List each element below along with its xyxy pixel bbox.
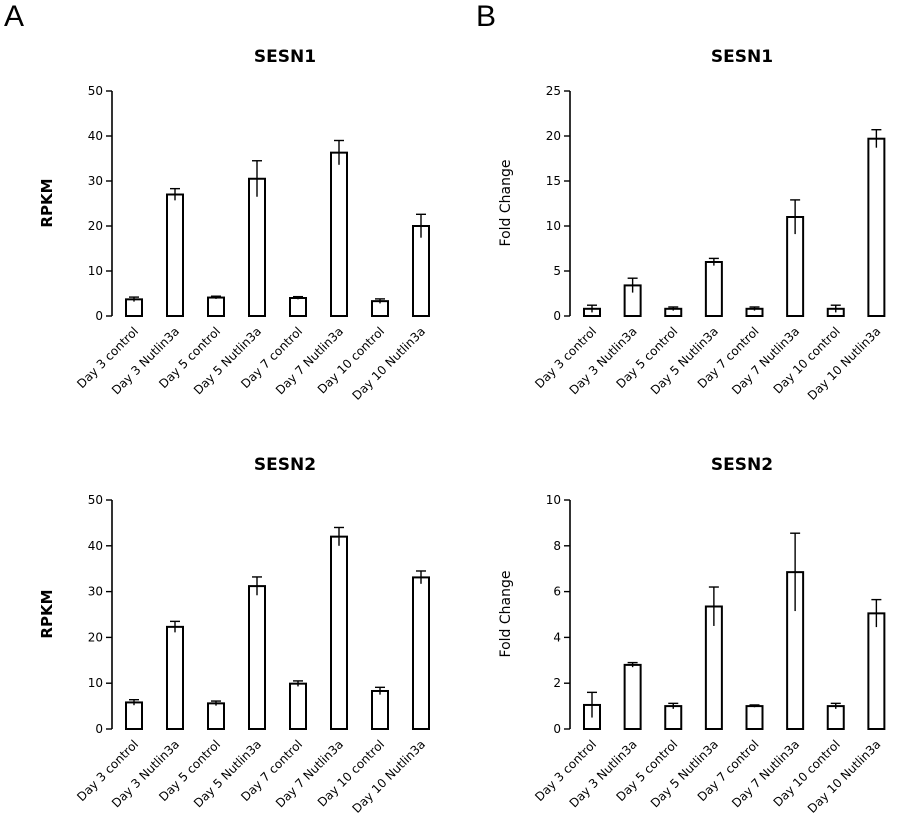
bar — [412, 576, 430, 730]
y-tick-label: 10 — [88, 676, 103, 690]
category-label: Day 10 Nutlin3a — [805, 737, 884, 816]
y-tick-label: 20 — [546, 129, 561, 143]
bar — [330, 151, 348, 317]
y-axis-label: Fold Change — [498, 160, 514, 247]
y-tick-label: 40 — [88, 129, 103, 143]
y-tick-label: 8 — [553, 539, 561, 553]
y-tick-label: 20 — [88, 219, 103, 233]
chart-title: SESN2 — [711, 455, 773, 475]
bar — [826, 705, 845, 730]
y-tick-label: 10 — [546, 493, 561, 507]
y-axis-label: Fold Change — [498, 571, 514, 658]
y-tick-label: 0 — [553, 722, 561, 736]
bar — [704, 261, 723, 317]
chart-title: SESN1 — [711, 47, 773, 67]
chart-title: SESN2 — [254, 455, 316, 475]
y-tick-label: 25 — [546, 84, 561, 98]
bar — [412, 225, 430, 317]
category-label: Day 10 Nutlin3a — [350, 737, 429, 816]
bar — [248, 585, 266, 730]
bar — [664, 705, 683, 730]
y-tick-label: 0 — [95, 309, 103, 323]
bar — [207, 702, 225, 730]
bar — [289, 297, 307, 317]
bar — [623, 663, 642, 731]
y-tick-label: 50 — [88, 84, 103, 98]
y-axis-label: RPKM — [38, 589, 56, 638]
y-tick-label: 10 — [88, 264, 103, 278]
category-label: Day 10 Nutlin3a — [805, 324, 884, 403]
y-tick-label: 20 — [88, 630, 103, 644]
chart-title: SESN1 — [254, 47, 316, 67]
bar — [371, 689, 389, 731]
y-tick-label: 4 — [553, 630, 561, 644]
bar — [248, 177, 266, 317]
bar — [125, 298, 143, 318]
panel-label-b: B — [476, 0, 497, 33]
bar — [745, 705, 764, 730]
y-tick-label: 40 — [88, 539, 103, 553]
bar — [330, 535, 348, 731]
bar — [166, 193, 184, 317]
bar — [867, 612, 886, 730]
y-tick-label: 30 — [88, 174, 103, 188]
y-tick-label: 0 — [553, 309, 561, 323]
y-tick-label: 10 — [546, 219, 561, 233]
y-tick-label: 15 — [546, 174, 561, 188]
bar — [867, 137, 886, 317]
y-tick-label: 2 — [553, 676, 561, 690]
y-tick-label: 50 — [88, 493, 103, 507]
bar — [125, 701, 143, 730]
bar — [166, 625, 184, 731]
bar — [289, 682, 307, 731]
y-tick-label: 5 — [553, 264, 561, 278]
y-tick-label: 6 — [553, 585, 561, 599]
category-label: Day 10 Nutlin3a — [350, 324, 429, 403]
y-axis-label: RPKM — [38, 178, 56, 227]
bar — [207, 296, 225, 317]
y-tick-label: 0 — [95, 722, 103, 736]
panel-label-a: A — [4, 0, 25, 33]
y-tick-label: 30 — [88, 585, 103, 599]
